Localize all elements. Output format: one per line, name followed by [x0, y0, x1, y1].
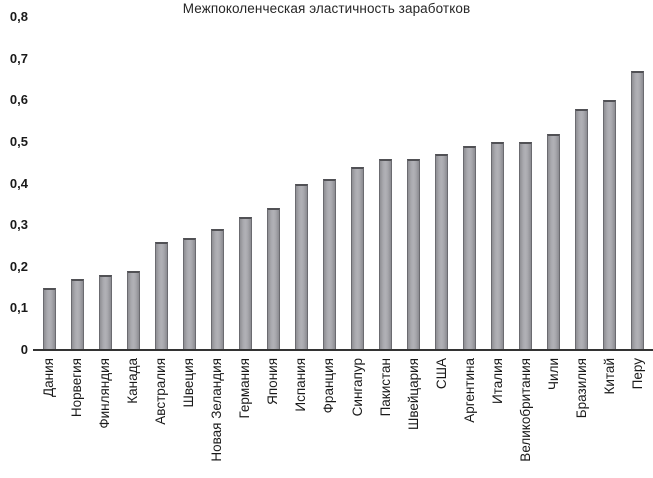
bar: [322, 179, 336, 350]
x-axis-line: [33, 349, 653, 351]
bar: [42, 287, 56, 350]
y-axis-tick-label: 0,6: [9, 92, 28, 108]
chart-title: Межпоколенческая эластичность заработков: [182, 1, 471, 16]
bar: [491, 141, 505, 350]
bar: [182, 237, 196, 350]
y-axis-tick-label: 0,4: [9, 175, 28, 191]
y-axis-tick-label: 0,5: [9, 133, 28, 149]
x-axis-tick-label: Великобритания: [517, 358, 533, 462]
x-axis-tick-label: США: [433, 358, 449, 390]
x-axis-tick-label: Испания: [293, 358, 309, 412]
bar: [126, 270, 140, 350]
bar: [266, 208, 280, 350]
bar: [435, 154, 449, 350]
x-axis-tick-label: Финляндия: [97, 358, 113, 429]
bar: [154, 241, 168, 350]
y-axis-tick-label: 0,3: [9, 217, 28, 233]
x-axis-tick-label: Пакистан: [377, 358, 393, 417]
x-axis-tick-label: Сингапур: [349, 358, 365, 417]
bar: [98, 275, 112, 350]
x-axis-tick-label: Аргентина: [461, 358, 477, 423]
y-axis-tick-label: 0,2: [9, 258, 28, 274]
bar: [519, 141, 533, 350]
bar: [407, 158, 421, 350]
y-axis-tick-label: 0,1: [9, 300, 28, 316]
bar: [70, 279, 84, 350]
x-axis-tick-label: Германия: [237, 358, 253, 419]
bar: [463, 146, 477, 350]
x-axis-tick-label: Швейцария: [405, 358, 421, 431]
x-axis-tick-label: Канада: [125, 358, 141, 404]
y-axis-tick-label: 0,7: [9, 50, 28, 66]
x-axis-tick-label: Япония: [265, 358, 281, 405]
x-axis-tick-label: Дания: [41, 358, 57, 397]
bar: [238, 216, 252, 350]
bar: [210, 229, 224, 350]
x-axis-tick-label: Чили: [545, 358, 561, 390]
x-axis-tick-label: Бразилия: [573, 358, 589, 419]
bar: [351, 166, 365, 350]
x-axis-tick-label: Норвегия: [69, 358, 85, 418]
x-axis-tick-label: Австралия: [153, 358, 169, 425]
y-axis-tick-label: 0,8: [9, 9, 28, 24]
x-axis-tick-label: Швеция: [181, 358, 197, 408]
y-axis-tick-label: 0: [20, 342, 28, 357]
x-axis-tick-label: Италия: [489, 358, 505, 404]
bar: [575, 108, 589, 350]
x-axis-tick-label: Франция: [321, 358, 337, 414]
bar: [294, 183, 308, 350]
bar: [547, 133, 561, 350]
bar: [379, 158, 393, 350]
bar: [631, 71, 645, 350]
x-axis-tick-label: Перу: [629, 358, 645, 390]
x-axis-tick-label: Китай: [601, 358, 617, 395]
bar: [603, 100, 617, 350]
x-axis-tick-label: Новая Зеландия: [209, 358, 225, 462]
